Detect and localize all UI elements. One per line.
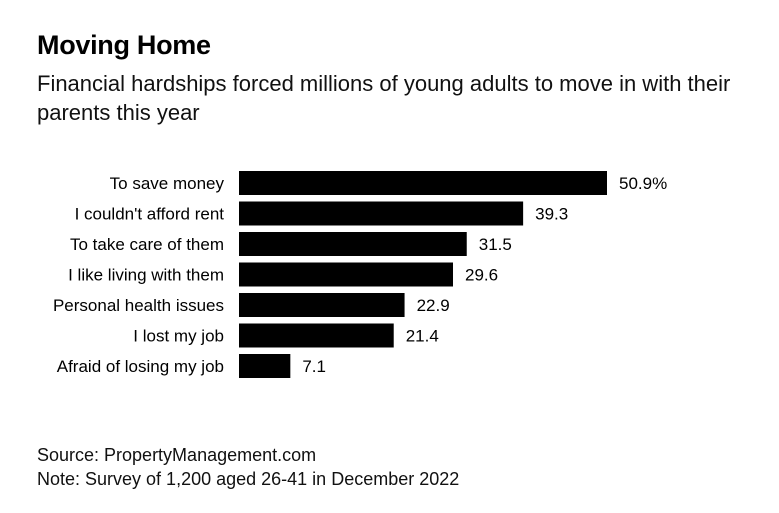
value-label: 31.5	[479, 235, 512, 254]
category-label: To save money	[110, 174, 225, 193]
chart-footer: Source: PropertyManagement.com Note: Sur…	[37, 443, 459, 491]
chart-title: Moving Home	[37, 30, 211, 60]
value-label: 50.9%	[619, 174, 667, 193]
bar	[239, 293, 405, 317]
value-label: 29.6	[465, 266, 498, 285]
value-label: 39.3	[535, 205, 568, 224]
category-label: I like living with them	[68, 266, 224, 285]
category-label: To take care of them	[70, 235, 224, 254]
survey-note: Note: Survey of 1,200 aged 26-41 in Dece…	[37, 469, 460, 489]
bar	[239, 354, 291, 378]
category-label: I lost my job	[133, 327, 224, 346]
category-label: Personal health issues	[53, 296, 224, 315]
source-note: Source: PropertyManagement.com	[37, 445, 317, 465]
bar	[239, 323, 394, 348]
bar	[239, 232, 467, 256]
value-label: 22.9	[417, 296, 450, 315]
chart-subtitle: Financial hardships forced millions of y…	[37, 71, 731, 125]
value-label: 21.4	[406, 327, 439, 346]
bar	[239, 171, 607, 195]
bar-chart: To save money 50.9% I couldn't afford rent…	[53, 171, 667, 378]
bar	[239, 262, 454, 287]
category-label: Afraid of losing my job	[57, 357, 224, 376]
value-label: 7.1	[302, 357, 326, 376]
bar	[239, 201, 524, 226]
category-label: I couldn't afford rent	[75, 205, 225, 224]
